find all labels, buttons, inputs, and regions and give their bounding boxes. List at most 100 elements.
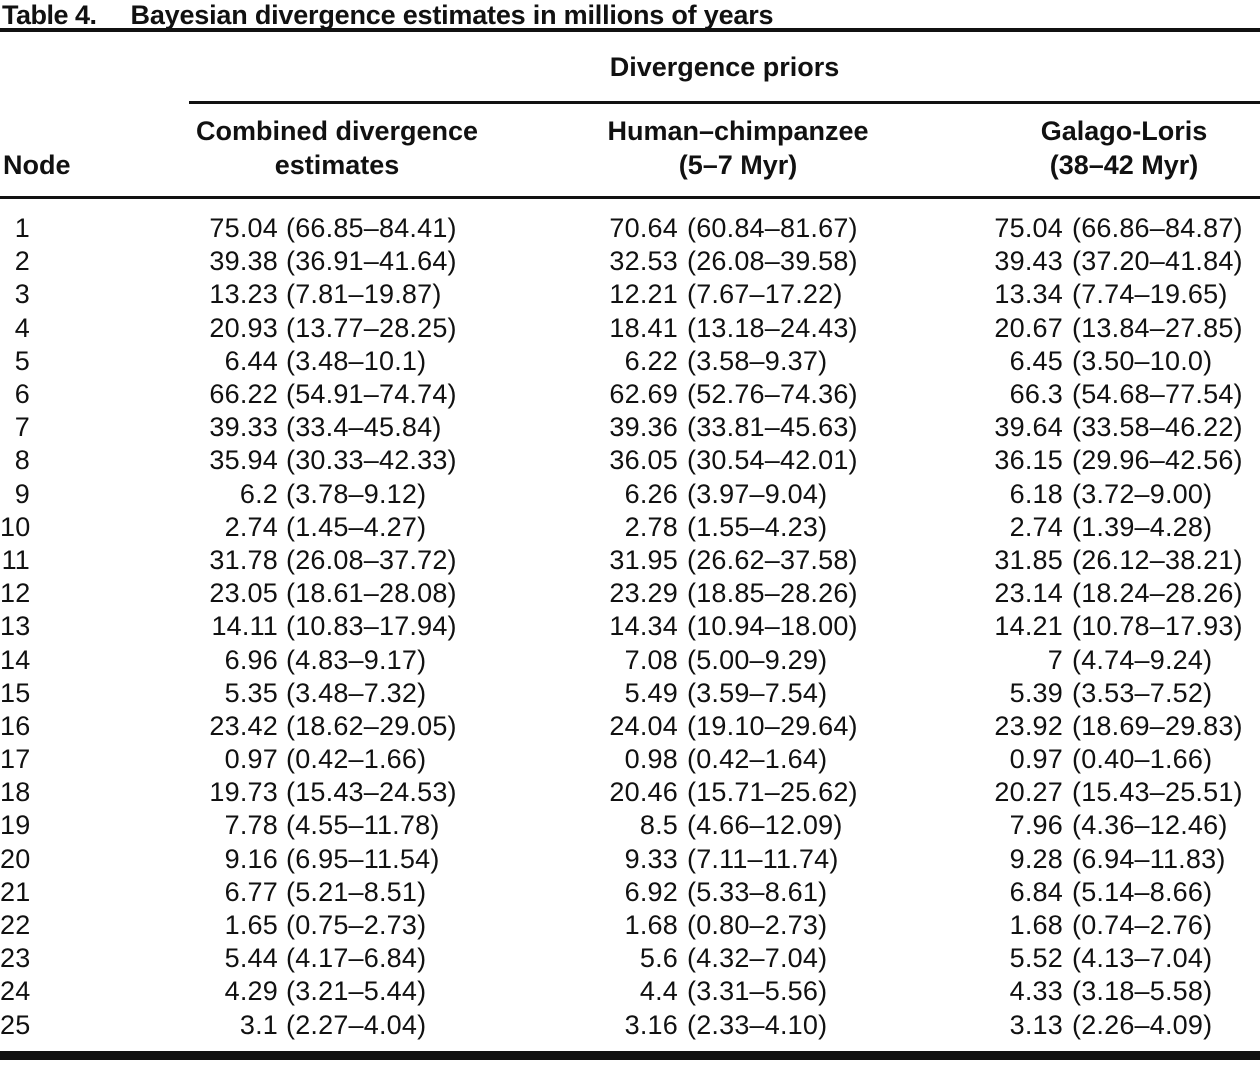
- column-header-line: Human–chimpanzee: [607, 116, 869, 146]
- ci-cell: (66.86–84.87): [1072, 213, 1243, 244]
- table-row: 15 5.35 (3.48–7.32) 5.49 (3.59–7.54) 5.39 (3.5…: [0, 677, 1260, 710]
- estimate-cell: 4.4: [639, 976, 678, 1007]
- ci-cell: (33.58–46.22): [1072, 412, 1243, 443]
- ci-cell: (33.81–45.63): [687, 412, 858, 443]
- estimate-cell: 3.13: [1009, 1009, 1063, 1040]
- estimate-cell: 24.04: [609, 710, 678, 741]
- table-row: 18 19.73 (15.43–24.53) 20.46 (15.71–25.62) 20…: [0, 776, 1260, 809]
- column-header-line: (5–7 Myr): [678, 150, 798, 180]
- estimate-cell: 23.42: [209, 710, 278, 741]
- ci-cell: (6.94–11.83): [1072, 843, 1226, 874]
- table-row: 5 6.44 (3.48–10.1) 6.22 (3.58–9.37) 6.45 (3.50…: [0, 345, 1260, 378]
- estimate-cell: 2.78: [624, 511, 678, 542]
- estimate-cell: 6.77: [224, 876, 278, 907]
- node-cell: 25: [0, 1009, 31, 1040]
- ci-cell: (13.18–24.43): [687, 312, 858, 343]
- node-cell: 5: [14, 345, 30, 376]
- ci-cell: (3.48–7.32): [286, 677, 427, 708]
- estimate-cell: 1.68: [624, 910, 678, 941]
- table-row: 21 6.77 (5.21–8.51) 6.92 (5.33–8.61) 6.84 (5.1…: [0, 876, 1260, 909]
- table-row: 16 23.42 (18.62–29.05) 24.04 (19.10–29.64) 23…: [0, 710, 1260, 743]
- estimate-cell: 20.27: [994, 777, 1063, 808]
- estimate-cell: 7: [1047, 644, 1063, 675]
- ci-cell: (60.84–81.67): [687, 213, 858, 244]
- table-row: 2 39.38 (36.91–41.64) 32.53 (26.08–39.58) 39.…: [0, 245, 1260, 278]
- estimate-cell: 20.93: [209, 312, 278, 343]
- ci-cell: (18.69–29.83): [1072, 710, 1243, 741]
- node-cell: 18: [0, 777, 31, 808]
- ci-cell: (5.00–9.29): [687, 644, 828, 675]
- ci-cell: (2.33–4.10): [687, 1009, 828, 1040]
- table-title-text: Bayesian divergence estimates in million…: [130, 0, 774, 30]
- column-header-node: Node: [3, 150, 71, 180]
- estimate-cell: 5.35: [224, 677, 278, 708]
- ci-cell: (3.21–5.44): [286, 976, 427, 1007]
- node-cell: 1: [14, 213, 30, 244]
- column-header-human-chimpanzee: Human–chimpanzee (5–7 Myr): [588, 114, 888, 182]
- ci-cell: (4.17–6.84): [286, 943, 427, 974]
- table-row: 14 6.96 (4.83–9.17) 7.08 (5.00–9.29) 7 (4.74–9…: [0, 643, 1260, 676]
- ci-cell: (26.08–39.58): [687, 246, 858, 277]
- ci-cell: (30.54–42.01): [687, 445, 858, 476]
- table-row: 8 35.94 (30.33–42.33) 36.05 (30.54–42.01) 36.…: [0, 444, 1260, 477]
- estimate-cell: 39.38: [209, 246, 278, 277]
- ci-cell: (5.21–8.51): [286, 876, 427, 907]
- table-row: 1 75.04 (66.85–84.41) 70.64 (60.84–81.67) 75.…: [0, 212, 1260, 245]
- estimate-cell: 3.1: [239, 1009, 278, 1040]
- ci-cell: (4.32–7.04): [687, 943, 828, 974]
- table-row: 20 9.16 (6.95–11.54) 9.33 (7.11–11.74) 9.28 (6…: [0, 843, 1260, 876]
- ci-cell: (15.71–25.62): [687, 777, 858, 808]
- ci-cell: (18.85–28.26): [687, 578, 858, 609]
- ci-cell: (3.31–5.56): [687, 976, 828, 1007]
- ci-cell: (3.50–10.0): [1072, 345, 1213, 376]
- estimate-cell: 66.3: [1009, 379, 1063, 410]
- ci-cell: (7.81–19.87): [286, 279, 442, 310]
- estimate-cell: 5.39: [1009, 677, 1063, 708]
- node-cell: 6: [14, 379, 30, 410]
- estimate-cell: 31.78: [209, 544, 278, 575]
- estimate-cell: 6.22: [624, 345, 678, 376]
- ci-cell: (3.18–5.58): [1072, 976, 1213, 1007]
- table-body: 1 75.04 (66.85–84.41) 70.64 (60.84–81.67) 75.…: [0, 212, 1260, 1042]
- ci-cell: (3.58–9.37): [687, 345, 828, 376]
- estimate-cell: 0.97: [1009, 744, 1063, 775]
- table-caption: Table 4. Bayesian divergence estimates in…: [2, 0, 774, 31]
- table-row: 10 2.74 (1.45–4.27) 2.78 (1.55–4.23) 2.74 (1.3…: [0, 511, 1260, 544]
- node-cell: 22: [0, 910, 31, 941]
- estimate-cell: 6.18: [1009, 478, 1063, 509]
- ci-cell: (4.36–12.46): [1072, 810, 1228, 841]
- ci-cell: (3.72–9.00): [1072, 478, 1213, 509]
- estimate-cell: 23.05: [209, 578, 278, 609]
- estimate-cell: 3.16: [624, 1009, 678, 1040]
- estimate-cell: 13.23: [209, 279, 278, 310]
- estimate-cell: 23.14: [994, 578, 1063, 609]
- spanner-header-divergence-priors: Divergence priors: [609, 52, 840, 82]
- estimate-cell: 36.15: [994, 445, 1063, 476]
- estimate-cell: 5.6: [639, 943, 678, 974]
- ci-cell: (66.85–84.41): [286, 213, 457, 244]
- ci-cell: (0.74–2.76): [1072, 910, 1213, 941]
- table-row: 22 1.65 (0.75–2.73) 1.68 (0.80–2.73) 1.68 (0.7…: [0, 909, 1260, 942]
- bottom-rule: [0, 1051, 1260, 1060]
- node-cell: 14: [0, 644, 31, 675]
- estimate-cell: 36.05: [609, 445, 678, 476]
- estimate-cell: 9.16: [224, 843, 278, 874]
- table-row: 12 23.05 (18.61–28.08) 23.29 (18.85–28.26) 23…: [0, 577, 1260, 610]
- node-cell: 20: [0, 843, 31, 874]
- table-row: 23 5.44 (4.17–6.84) 5.6 (4.32–7.04) 5.52 (4.13…: [0, 942, 1260, 975]
- ci-cell: (30.33–42.33): [286, 445, 457, 476]
- table-number-label: Table 4.: [2, 0, 97, 30]
- ci-cell: (4.13–7.04): [1072, 943, 1213, 974]
- node-cell: 4: [14, 312, 30, 343]
- estimate-cell: 7.96: [1009, 810, 1063, 841]
- node-cell: 10: [0, 511, 31, 542]
- node-cell: 17: [0, 744, 31, 775]
- ci-cell: (0.80–2.73): [687, 910, 828, 941]
- table-row: 19 7.78 (4.55–11.78) 8.5 (4.66–12.09) 7.96 (4.…: [0, 809, 1260, 842]
- ci-cell: (0.75–2.73): [286, 910, 427, 941]
- ci-cell: (18.62–29.05): [286, 710, 457, 741]
- ci-cell: (3.48–10.1): [286, 345, 427, 376]
- estimate-cell: 9.33: [624, 843, 678, 874]
- estimate-cell: 20.67: [994, 312, 1063, 343]
- estimate-cell: 31.95: [609, 544, 678, 575]
